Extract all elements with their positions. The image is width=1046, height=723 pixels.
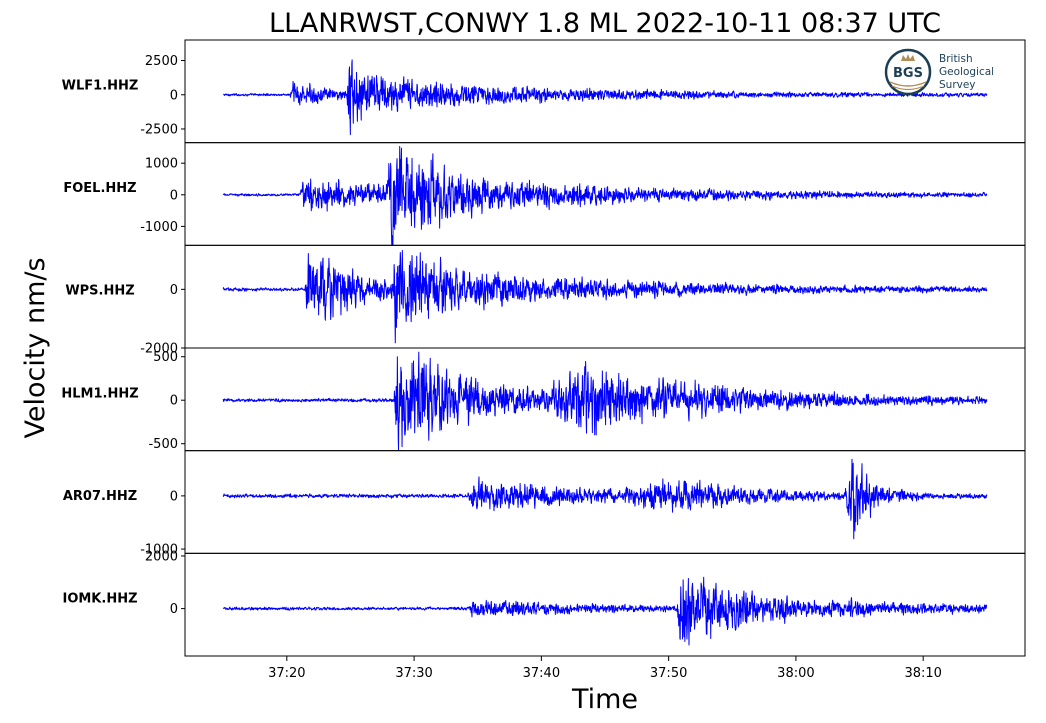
y-tick-label: 500 [153, 350, 178, 365]
panel-wlf1-hhz: WLF1.HHZ 2500 0 -2500 [62, 39, 1026, 144]
chart-title: LLANRWST,CONWY 1.8 ML 2022-10-11 08:37 U… [269, 8, 941, 39]
station-label: WLF1.HHZ [62, 78, 139, 93]
logo-swoosh-1 [889, 81, 927, 87]
station-label: FOEL.HHZ [63, 181, 136, 196]
station-label: WPS.HHZ [65, 284, 134, 299]
waveform-trace [222, 458, 988, 540]
y-tick-label: 2000 [145, 549, 178, 564]
y-tick-label: -1000 [140, 543, 178, 558]
logo-swoosh-2 [891, 85, 925, 91]
logo-initials: BGS [893, 66, 923, 81]
logo-line-2: Geological [939, 66, 994, 78]
x-axis: 37:20 37:30 37:40 37:50 38:00 38:10 [268, 656, 942, 681]
waveform-trace [222, 146, 988, 246]
panel-iomk-hhz: IOMK.HHZ 2000 0 [62, 549, 1026, 657]
crown-icon [901, 54, 915, 61]
waveform-trace [222, 576, 988, 646]
waveform-trace [222, 351, 988, 452]
y-tick-label: 0 [170, 188, 178, 203]
bgs-logo: BGS British Geological Survey [884, 48, 994, 96]
y-tick-label: 0 [170, 283, 178, 298]
y-tick-label: 0 [170, 394, 178, 409]
x-tick-label: 38:00 [777, 666, 814, 681]
station-label: AR07.HHZ [63, 489, 137, 504]
y-tick-label: 1000 [145, 157, 178, 172]
logo-line-3: Survey [939, 79, 976, 91]
y-tick-label: 2500 [145, 54, 178, 69]
waveform-trace [222, 59, 988, 136]
y-tick-label: 0 [170, 489, 178, 504]
x-tick-label: 37:50 [650, 666, 687, 681]
y-axis-label: Velocity nm/s [20, 257, 51, 438]
x-tick-label: 37:40 [523, 666, 560, 681]
y-tick-label: -1000 [140, 220, 178, 235]
panel-hlm1-hhz: HLM1.HHZ 500 0 -500 [61, 347, 1026, 452]
y-tick-label: 0 [170, 88, 178, 103]
x-tick-label: 37:20 [268, 666, 305, 681]
station-label: HLM1.HHZ [61, 386, 138, 401]
panel-frame [184, 552, 1026, 657]
station-label: IOMK.HHZ [62, 592, 137, 607]
x-axis-label: Time [571, 684, 638, 715]
y-tick-label: -500 [148, 437, 178, 452]
y-tick-label: -2500 [140, 122, 178, 137]
logo-line-1: British [939, 53, 973, 65]
x-tick-label: 37:30 [395, 666, 432, 681]
panel-wps-hhz: WPS.HHZ 0 -2000 [65, 244, 1026, 357]
panel-foel-hhz: FOEL.HHZ 1000 0 -1000 [63, 142, 1026, 246]
panels-group: WLF1.HHZ 2500 0 -2500 FOEL.HHZ 1000 0 -1000 WPS.… [61, 39, 1026, 657]
waveform-trace [222, 250, 988, 344]
panel-ar07-hhz: AR07.HHZ 0 -1000 [63, 450, 1026, 558]
y-tick-label: 0 [170, 602, 178, 617]
x-tick-label: 38:10 [904, 666, 941, 681]
logo-ring [884, 48, 932, 96]
y-tick-label: -2000 [140, 342, 178, 357]
